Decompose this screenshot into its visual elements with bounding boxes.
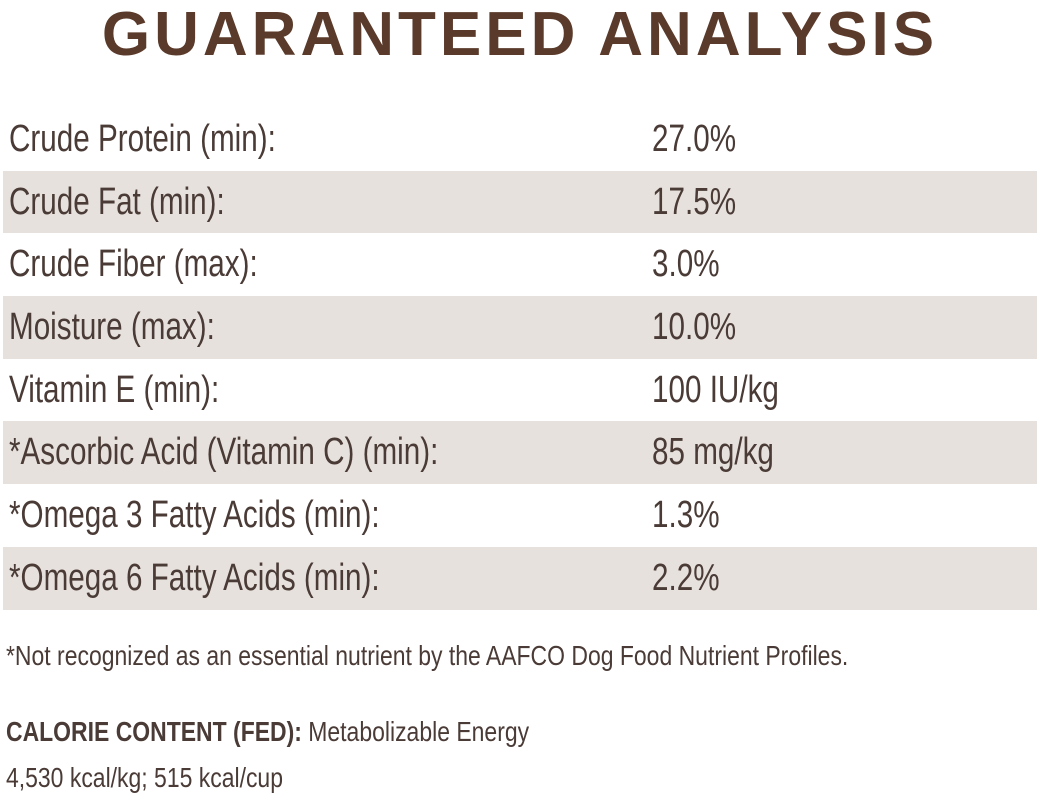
nutrient-value: 1.3% [652,494,720,537]
title: GUARANTEED ANALYSIS [101,0,939,69]
calorie-line: CALORIE CONTENT (FED): Metabolizable Ene… [6,716,529,748]
nutrient-label: *Ascorbic Acid (Vitamin C) (min): [9,431,439,474]
calorie-label: CALORIE CONTENT (FED): [6,716,302,747]
nutrient-label: Crude Fat (min): [9,180,225,223]
nutrient-label: Vitamin E (min): [9,368,220,411]
nutrient-value: 85 mg/kg [652,431,774,474]
calorie-values: 4,530 kcal/kg; 515 kcal/cup [6,762,283,793]
nutrient-value: 2.2% [652,556,720,599]
nutrient-value: 27.0% [652,118,737,160]
analysis-table: Crude Protein (min): 27.0% Crude Fat (min)… [3,108,1037,610]
nutrient-label: Moisture (max): [9,306,215,349]
nutrient-label: Crude Fiber (max): [9,243,258,286]
footnote: *Not recognized as an essential nutrient… [6,640,849,671]
nutrient-value: 17.5% [652,180,737,223]
nutrient-label: Crude Protein (min): [9,118,276,160]
nutrient-value: 10.0% [652,306,737,349]
nutrient-value: 100 IU/kg [652,368,779,411]
table-row: Moisture (max): 10.0% [3,296,1037,359]
calorie-text: Metabolizable Energy [308,716,530,747]
table-row: Crude Fiber (max): 3.0% [3,233,1037,296]
table-row: Vitamin E (min): 100 IU/kg [3,359,1037,422]
nutrient-label: *Omega 3 Fatty Acids (min): [9,494,380,537]
table-row: *Omega 3 Fatty Acids (min): 1.3% [3,484,1037,547]
table-row: Crude Fat (min): 17.5% [3,170,1037,234]
table-row: Crude Protein (min): 27.0% [3,108,1037,171]
table-row: *Omega 6 Fatty Acids (min): 2.2% [3,546,1037,610]
nutrient-label: *Omega 6 Fatty Acids (min): [9,556,380,599]
nutrient-value: 3.0% [652,243,720,286]
table-row: *Ascorbic Acid (Vitamin C) (min): 85 mg/k… [3,421,1037,485]
